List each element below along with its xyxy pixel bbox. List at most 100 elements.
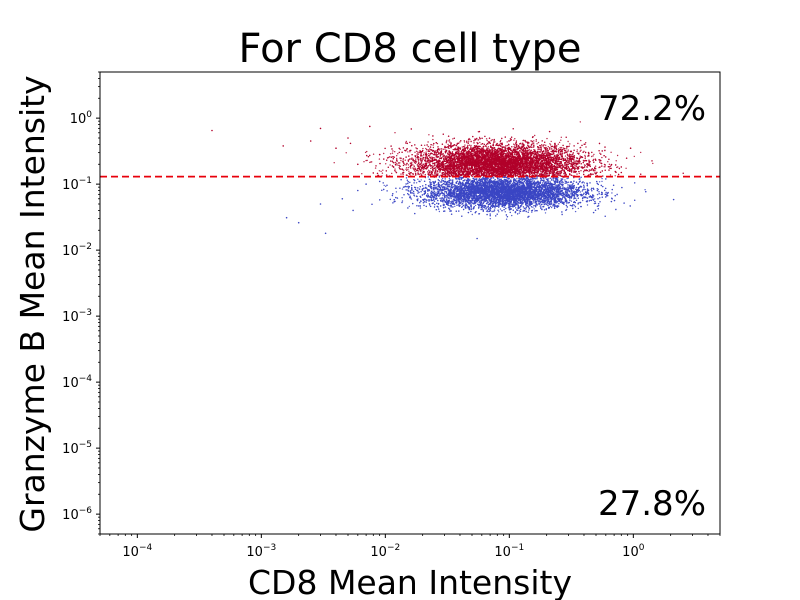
data-point — [479, 141, 481, 144]
data-point — [333, 162, 335, 164]
data-point — [415, 158, 417, 160]
data-point — [576, 149, 578, 151]
data-point — [461, 146, 463, 148]
data-point — [422, 147, 424, 150]
data-point — [382, 169, 384, 171]
data-point — [559, 146, 561, 149]
data-point — [372, 153, 375, 155]
data-point — [400, 173, 402, 175]
data-point — [417, 160, 420, 162]
data-point — [516, 175, 519, 177]
data-point — [427, 149, 430, 151]
data-point — [418, 151, 420, 154]
data-point — [525, 147, 527, 150]
data-point — [592, 173, 594, 175]
data-point — [567, 149, 569, 151]
data-point — [566, 148, 568, 150]
data-point — [423, 152, 425, 154]
data-point — [652, 162, 654, 165]
data-point — [407, 160, 410, 163]
data-point — [439, 155, 442, 157]
data-point — [449, 141, 451, 143]
data-point — [545, 144, 547, 146]
data-point — [414, 151, 416, 153]
data-point — [361, 173, 363, 175]
data-point — [610, 151, 612, 153]
data-point — [604, 166, 606, 168]
data-point — [409, 151, 411, 153]
data-point — [575, 159, 577, 162]
data-point — [442, 152, 444, 155]
data-point — [422, 173, 424, 175]
data-point — [442, 148, 444, 150]
data-point — [466, 141, 468, 144]
data-point — [363, 161, 365, 163]
data-point — [416, 153, 418, 155]
data-point — [406, 149, 408, 151]
data-point — [594, 165, 597, 167]
data-point — [534, 134, 536, 137]
data-point — [397, 153, 399, 155]
data-point — [563, 164, 566, 166]
data-point — [427, 145, 429, 148]
data-point — [389, 164, 391, 166]
data-point — [463, 140, 465, 142]
data-point — [383, 152, 385, 155]
data-point — [592, 155, 594, 157]
data-point — [408, 170, 410, 172]
data-point — [517, 174, 519, 176]
data-point — [396, 162, 398, 165]
data-point — [424, 144, 426, 146]
data-point — [576, 152, 579, 154]
data-point — [427, 141, 429, 143]
data-point — [402, 159, 404, 161]
data-point — [417, 153, 420, 155]
data-point — [403, 169, 405, 171]
data-point — [448, 162, 450, 165]
data-point — [471, 171, 473, 173]
data-point — [513, 154, 516, 156]
data-point — [567, 140, 569, 143]
data-point — [478, 136, 481, 139]
data-point — [500, 139, 502, 142]
data-point — [435, 172, 437, 174]
data-point — [391, 172, 393, 175]
data-point — [616, 166, 618, 169]
data-point — [436, 154, 439, 156]
data-point — [514, 138, 516, 140]
data-point — [428, 152, 430, 155]
data-point — [469, 138, 471, 141]
data-point — [480, 143, 482, 145]
data-point — [411, 161, 413, 164]
data-point — [593, 153, 595, 156]
data-point — [601, 156, 603, 159]
data-point — [588, 170, 590, 173]
data-point — [448, 140, 450, 142]
data-point — [345, 152, 347, 154]
data-point — [555, 173, 557, 175]
data-point — [538, 151, 540, 153]
data-point — [412, 158, 414, 160]
data-point — [394, 151, 396, 153]
data-point — [378, 158, 381, 160]
data-point — [640, 151, 642, 154]
data-point — [537, 141, 540, 144]
data-point — [590, 169, 592, 171]
data-point — [412, 164, 414, 166]
data-point — [467, 144, 469, 147]
data-point — [579, 155, 581, 157]
data-point — [487, 146, 490, 148]
data-point — [609, 174, 612, 176]
data-point — [557, 143, 559, 145]
data-point — [546, 137, 548, 140]
data-point — [405, 167, 408, 169]
data-point — [405, 164, 407, 166]
data-point — [539, 148, 541, 151]
data-point — [427, 169, 430, 171]
data-point — [414, 170, 416, 173]
data-point — [370, 161, 372, 163]
data-point — [560, 139, 562, 141]
data-point — [366, 159, 368, 162]
data-point — [444, 148, 446, 150]
